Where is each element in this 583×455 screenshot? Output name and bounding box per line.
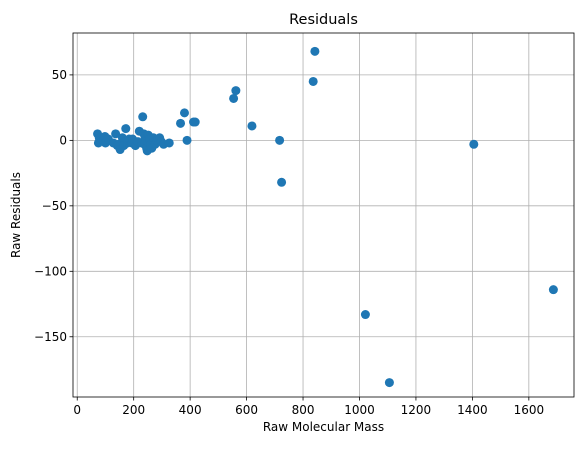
axis-ticks: 0 200 400 600 800 1000 1200 1400 1600 −150 −100 −50… (34, 68, 544, 417)
data-point (247, 121, 257, 131)
x-tick-label: 800 (292, 403, 315, 417)
data-point (310, 46, 320, 56)
x-tick-label: 1000 (344, 403, 375, 417)
y-tick-label: 50 (52, 68, 67, 82)
data-point (275, 135, 285, 145)
data-point (231, 86, 241, 96)
axes-frame (72, 32, 575, 398)
data-point (384, 378, 394, 388)
x-axis-label: Raw Molecular Mass (263, 420, 384, 434)
data-point (182, 135, 192, 145)
data-point (277, 177, 287, 187)
x-tick-label: 400 (179, 403, 202, 417)
x-tick-label: 600 (235, 403, 258, 417)
x-tick-label: 0 (73, 403, 81, 417)
y-tick-label: −150 (34, 330, 67, 344)
data-point (229, 93, 239, 103)
y-tick-label: 0 (59, 133, 67, 147)
data-point (164, 138, 174, 148)
data-point (469, 139, 479, 149)
x-tick-label: 1600 (514, 403, 545, 417)
data-point (179, 108, 189, 118)
grid (73, 33, 574, 397)
data-point (176, 118, 186, 128)
chart-title: Residuals (289, 12, 358, 28)
y-tick-label: −50 (42, 199, 67, 213)
y-tick-label: −100 (34, 264, 67, 278)
data-point (121, 124, 131, 134)
x-tick-label: 1400 (457, 403, 488, 417)
data-point (111, 129, 121, 139)
data-point (360, 310, 370, 320)
data-point (190, 117, 200, 127)
x-tick-label: 1200 (401, 403, 432, 417)
data-point (138, 112, 148, 122)
data-point (308, 76, 318, 86)
y-axis-label: Raw Residuals (9, 172, 23, 258)
data-point (548, 285, 558, 295)
data-points (93, 46, 558, 388)
x-tick-label: 200 (122, 403, 145, 417)
